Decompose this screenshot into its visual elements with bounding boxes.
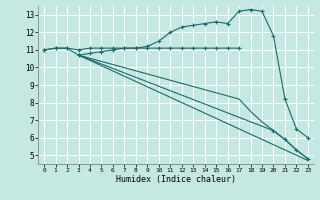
X-axis label: Humidex (Indice chaleur): Humidex (Indice chaleur) <box>116 175 236 184</box>
